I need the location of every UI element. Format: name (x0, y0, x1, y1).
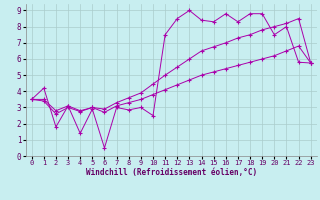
X-axis label: Windchill (Refroidissement éolien,°C): Windchill (Refroidissement éolien,°C) (86, 168, 257, 177)
